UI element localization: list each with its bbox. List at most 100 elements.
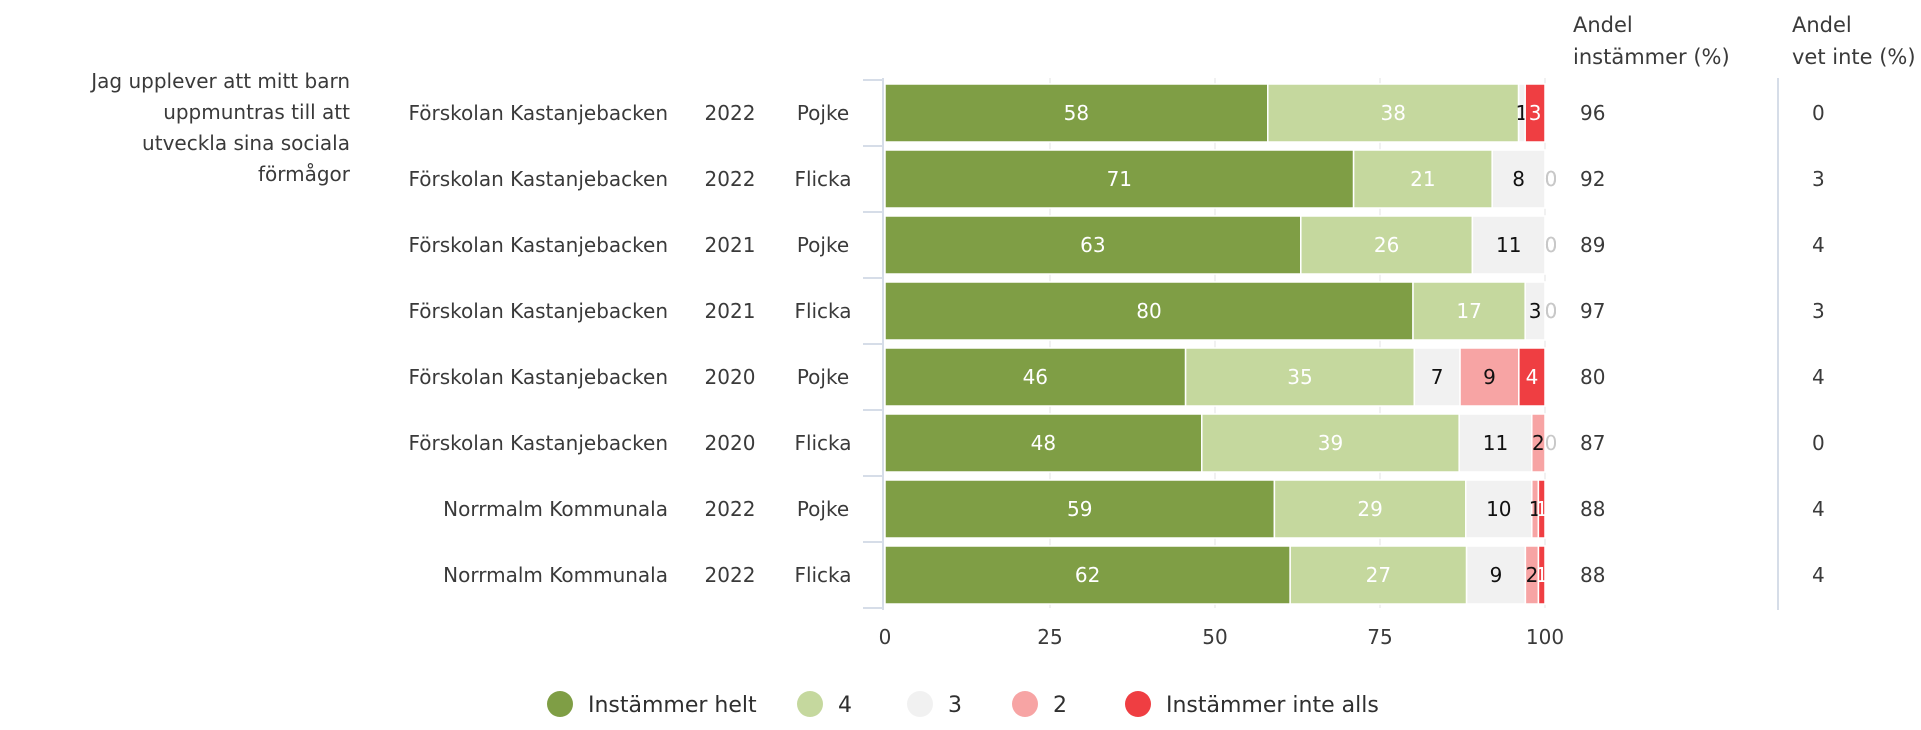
agree-value: 88 <box>1580 563 1605 587</box>
bar-segment-label: 26 <box>1374 233 1399 257</box>
row-unit-label: Förskolan Kastanjebacken <box>409 431 669 455</box>
bar-segment-label: 10 <box>1486 497 1511 521</box>
x-tick-label: 25 <box>1037 625 1062 649</box>
row-unit-label: Förskolan Kastanjebacken <box>409 167 669 191</box>
row-gender-label: Pojke <box>797 233 849 257</box>
row-unit-label: Förskolan Kastanjebacken <box>409 299 669 323</box>
agree-value: 96 <box>1580 101 1605 125</box>
row-unit-label: Förskolan Kastanjebacken <box>409 233 669 257</box>
bar-segment-label: 3 <box>1529 101 1542 125</box>
row-gender-label: Flicka <box>794 563 851 587</box>
bar-segment-label: 3 <box>1529 299 1542 323</box>
bar-segment <box>884 215 1302 275</box>
bar-segment-label: 21 <box>1410 167 1435 191</box>
legend-swatch <box>797 691 823 717</box>
bar-segment-label: 9 <box>1483 365 1496 389</box>
dont-know-value: 4 <box>1812 497 1825 521</box>
row-gender-label: Flicka <box>794 167 851 191</box>
question-label: utveckla sina sociala <box>142 131 350 155</box>
x-tick-label: 75 <box>1367 625 1392 649</box>
bar-segment-label: 29 <box>1357 497 1382 521</box>
agree-column-header: instämmer (%) <box>1573 45 1730 69</box>
legend-swatch <box>547 691 573 717</box>
bar-segment <box>1273 479 1467 539</box>
row-year-label: 2022 <box>705 563 756 587</box>
bar-segment-label: 0 <box>1545 299 1558 323</box>
bar-segment <box>884 83 1269 143</box>
bar-segment-label: 1 <box>1535 497 1548 521</box>
dont-know-column-header: vet inte (%) <box>1792 45 1916 69</box>
bar-segment <box>884 413 1203 473</box>
legend-label: 2 <box>1053 693 1067 718</box>
bar-segment-label: 0 <box>1545 299 1558 323</box>
bar-segment <box>884 281 1414 341</box>
dont-know-value: 3 <box>1812 299 1825 323</box>
bar-segment <box>1531 413 1546 473</box>
row-year-label: 2021 <box>705 233 756 257</box>
bar-segment <box>1518 347 1546 407</box>
bar-segment-label: 7 <box>1431 365 1444 389</box>
agree-value: 92 <box>1580 167 1605 191</box>
dont-know-value: 4 <box>1812 365 1825 389</box>
bar-segment <box>1524 281 1546 341</box>
bar-segment <box>1458 413 1533 473</box>
legend-swatch <box>1125 691 1151 717</box>
bar-segment <box>1471 215 1546 275</box>
legend-label: Instämmer helt <box>588 693 757 718</box>
bar-segment-label: 59 <box>1067 497 1092 521</box>
row-year-label: 2020 <box>705 431 756 455</box>
bar-segment <box>884 479 1276 539</box>
dont-know-value: 4 <box>1812 563 1825 587</box>
bar-segment-label: 17 <box>1456 299 1481 323</box>
bar-segment <box>1465 479 1533 539</box>
bar-segment-label: 8 <box>1512 167 1525 191</box>
bar-segment <box>1459 347 1520 407</box>
bar-segment <box>1201 413 1460 473</box>
bar-segment <box>884 149 1355 209</box>
row-gender-label: Pojke <box>797 101 849 125</box>
agree-value: 88 <box>1580 497 1605 521</box>
bar-segment-label: 11 <box>1483 431 1508 455</box>
row-unit-label: Norrmalm Kommunala <box>443 563 668 587</box>
bar-segment-label: 1 <box>1535 563 1548 587</box>
bar-segment-label: 9 <box>1490 563 1503 587</box>
bar-segment <box>1491 149 1546 209</box>
bar-segment <box>1352 149 1493 209</box>
bar-segment <box>1184 347 1416 407</box>
bar-segment-label: 4 <box>1526 365 1539 389</box>
bar-segment-label: 38 <box>1380 101 1405 125</box>
x-tick-label: 100 <box>1526 625 1564 649</box>
bar-segment-label: 48 <box>1031 431 1056 455</box>
bar-segment-label: 71 <box>1107 167 1132 191</box>
bar-segment <box>884 545 1291 605</box>
bar-segment <box>1537 545 1546 605</box>
dont-know-value: 4 <box>1812 233 1825 257</box>
row-year-label: 2021 <box>705 299 756 323</box>
legend-label: Instämmer inte alls <box>1166 693 1379 718</box>
question-label: förmågor <box>258 162 351 186</box>
dont-know-column-header: Andel <box>1792 13 1852 37</box>
bar-segment <box>884 347 1187 407</box>
legend-swatch <box>907 691 933 717</box>
bar-segment-label: 58 <box>1064 101 1089 125</box>
row-gender-label: Flicka <box>794 431 851 455</box>
row-gender-label: Flicka <box>794 299 851 323</box>
row-unit-label: Norrmalm Kommunala <box>443 497 668 521</box>
bar-segment-label: 2 <box>1526 563 1539 587</box>
agree-column-header: Andel <box>1573 13 1633 37</box>
row-year-label: 2020 <box>705 365 756 389</box>
agree-value: 97 <box>1580 299 1605 323</box>
bar-segment-label: 0 <box>1545 233 1558 257</box>
bar-segment-label: 46 <box>1023 365 1048 389</box>
row-year-label: 2022 <box>705 101 756 125</box>
agree-value: 80 <box>1580 365 1605 389</box>
bar-segment <box>1524 83 1546 143</box>
row-unit-label: Förskolan Kastanjebacken <box>409 101 669 125</box>
bar-segment-label: 80 <box>1136 299 1161 323</box>
row-gender-label: Pojke <box>797 497 849 521</box>
dont-know-value: 3 <box>1812 167 1825 191</box>
bar-segment <box>1413 347 1461 407</box>
bar-segment-label: 27 <box>1366 563 1391 587</box>
